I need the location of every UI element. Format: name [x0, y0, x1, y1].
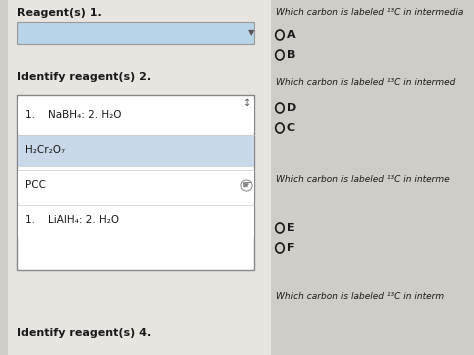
- Text: Which carbon is labeled ¹³C in interme: Which carbon is labeled ¹³C in interme: [276, 175, 449, 184]
- Text: D: D: [287, 103, 296, 113]
- Text: B: B: [287, 50, 295, 60]
- Text: H₂Cr₂O₇: H₂Cr₂O₇: [26, 145, 65, 155]
- Text: 1.    NaBH₄: 2. H₂O: 1. NaBH₄: 2. H₂O: [26, 110, 122, 120]
- FancyBboxPatch shape: [18, 135, 254, 167]
- FancyBboxPatch shape: [17, 22, 255, 44]
- Text: ↕: ↕: [243, 98, 251, 108]
- Text: Which carbon is labeled ¹³C in intermed: Which carbon is labeled ¹³C in intermed: [276, 78, 455, 87]
- Text: Identify reagent(s) 4.: Identify reagent(s) 4.: [17, 328, 151, 338]
- Text: A: A: [287, 30, 295, 40]
- FancyBboxPatch shape: [17, 95, 255, 270]
- FancyBboxPatch shape: [18, 100, 254, 132]
- Text: F: F: [287, 243, 294, 253]
- FancyBboxPatch shape: [18, 205, 254, 237]
- Text: ☛: ☛: [241, 180, 251, 190]
- FancyBboxPatch shape: [9, 0, 272, 355]
- Text: PCC: PCC: [26, 180, 46, 190]
- Text: Which carbon is labeled ¹³C in interm: Which carbon is labeled ¹³C in interm: [276, 292, 444, 301]
- Text: Which carbon is labeled ¹³C in intermedia: Which carbon is labeled ¹³C in intermedi…: [276, 8, 463, 17]
- FancyBboxPatch shape: [18, 170, 254, 202]
- Text: C: C: [287, 123, 295, 133]
- Text: Identify reagent(s) 2.: Identify reagent(s) 2.: [17, 72, 151, 82]
- Text: ▼: ▼: [248, 28, 255, 38]
- Text: 1.    LiAlH₄: 2. H₂O: 1. LiAlH₄: 2. H₂O: [26, 215, 119, 225]
- Text: E: E: [287, 223, 294, 233]
- Text: Reagent(s) 1.: Reagent(s) 1.: [17, 8, 102, 18]
